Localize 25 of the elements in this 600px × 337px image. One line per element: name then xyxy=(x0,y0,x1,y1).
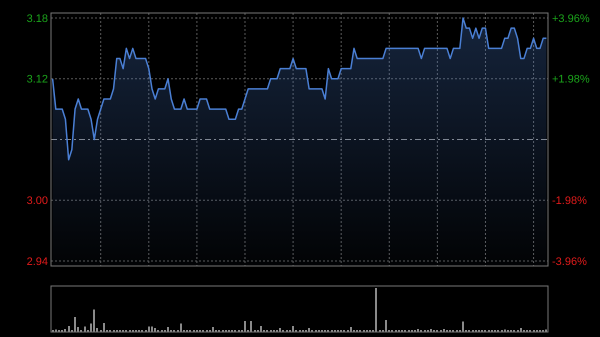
bar xyxy=(103,322,105,332)
bar xyxy=(84,326,86,332)
bar xyxy=(93,310,95,332)
bar xyxy=(180,324,182,332)
bar xyxy=(151,326,153,332)
bar xyxy=(250,321,252,332)
bar xyxy=(68,326,70,332)
bar xyxy=(167,327,169,332)
y2-tick-label: -1.98% xyxy=(552,195,588,208)
y-tick-label: 3.18 xyxy=(26,12,48,25)
bar xyxy=(292,326,294,332)
bar xyxy=(244,321,246,332)
bar xyxy=(385,320,387,332)
y2-tick-label: -3.96% xyxy=(552,256,588,268)
bar xyxy=(212,327,214,332)
y2-tick-label: +3.96% xyxy=(552,12,590,25)
bar xyxy=(350,327,352,332)
y2-tick-label: +1.98% xyxy=(552,74,590,86)
y-tick-label: 3.00 xyxy=(26,195,48,208)
y-tick-label: 2.94 xyxy=(26,256,48,268)
y-tick-label: 3.12 xyxy=(26,74,48,86)
bar xyxy=(462,321,464,332)
bar xyxy=(74,317,76,332)
bar xyxy=(375,288,377,332)
bar xyxy=(260,326,262,332)
